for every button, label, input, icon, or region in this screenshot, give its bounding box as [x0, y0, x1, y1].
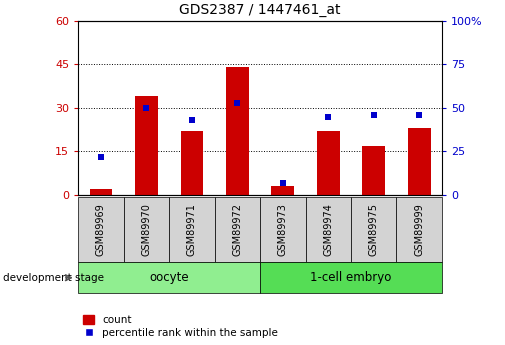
Bar: [78, 197, 124, 262]
Bar: [396, 197, 442, 262]
Bar: [78, 262, 260, 293]
Text: GSM89999: GSM89999: [414, 203, 424, 256]
Bar: [226, 67, 249, 195]
Bar: [260, 197, 306, 262]
Bar: [363, 146, 385, 195]
Text: GSM89973: GSM89973: [278, 203, 288, 256]
Text: oocyte: oocyte: [149, 271, 189, 284]
Text: GSM89971: GSM89971: [187, 203, 197, 256]
Bar: [272, 186, 294, 195]
Title: GDS2387 / 1447461_at: GDS2387 / 1447461_at: [179, 3, 341, 17]
Text: GSM89975: GSM89975: [369, 203, 379, 256]
Bar: [124, 197, 169, 262]
Bar: [306, 197, 351, 262]
Bar: [215, 197, 260, 262]
Text: GSM89970: GSM89970: [141, 203, 152, 256]
Text: GSM89969: GSM89969: [96, 203, 106, 256]
Bar: [181, 131, 203, 195]
Bar: [135, 96, 158, 195]
Bar: [317, 131, 340, 195]
Bar: [169, 197, 215, 262]
Bar: [260, 262, 442, 293]
Text: GSM89972: GSM89972: [232, 203, 242, 256]
Bar: [351, 197, 396, 262]
Text: development stage: development stage: [3, 273, 104, 283]
Text: 1-cell embryo: 1-cell embryo: [310, 271, 392, 284]
Legend: count, percentile rank within the sample: count, percentile rank within the sample: [83, 315, 278, 338]
Text: GSM89974: GSM89974: [323, 203, 333, 256]
Bar: [90, 189, 113, 195]
Bar: [408, 128, 431, 195]
